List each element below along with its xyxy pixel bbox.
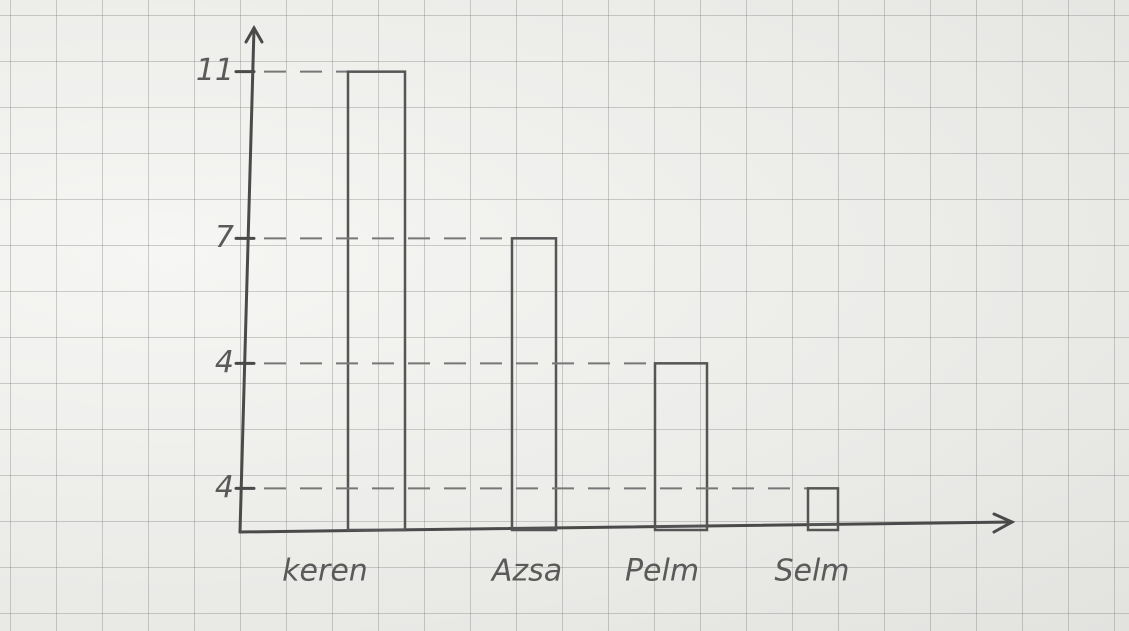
x-tick-label: Selm [774,554,849,589]
y-axis-arrow [244,24,264,44]
y-axis [238,26,256,534]
y-tick-label: 4 [215,345,234,380]
y-tick-label: 4 [215,470,234,505]
bar [653,362,709,532]
bar [346,70,407,532]
x-tick-label: keren [282,554,368,589]
x-tick-label: Pelm [625,554,699,589]
bar [510,237,558,532]
x-tick-label: Azsa [490,554,562,589]
bar [806,487,840,532]
x-axis-arrow [992,512,1016,534]
y-tick-label: 11 [196,53,234,88]
y-tick-label: 7 [215,220,234,255]
